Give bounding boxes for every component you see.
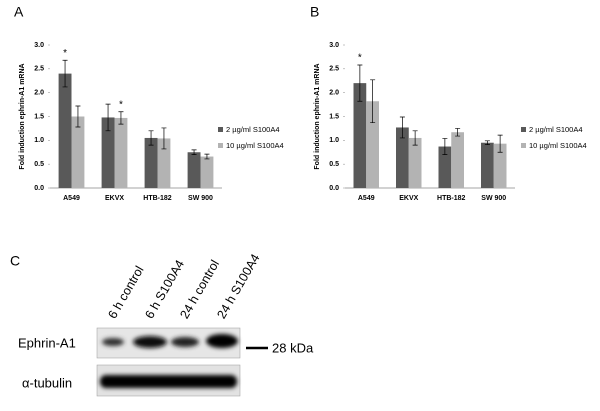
bar (451, 132, 464, 188)
bar (157, 138, 171, 188)
error-bar (62, 59, 68, 88)
y-axis-label: Fold induction ephrin-A1 mRNA (19, 63, 26, 169)
marker-label: 28 kDa (272, 340, 314, 355)
y-tick-label: 1.0 (34, 137, 44, 144)
panel-label: A (14, 4, 24, 20)
y-axis-label: Fold induction ephrin-A1 mRNA (314, 63, 321, 169)
legend-swatch (218, 143, 223, 148)
bar (353, 83, 367, 188)
panel-label: B (310, 4, 319, 20)
error-bar (442, 138, 448, 155)
error-bar (455, 128, 461, 137)
bar (101, 117, 115, 188)
bar (493, 143, 507, 188)
significance: * (119, 99, 123, 110)
x-tick-label: HTB-182 (437, 195, 466, 202)
error-bar (118, 111, 124, 125)
error-bar (484, 140, 490, 145)
bar (438, 146, 452, 188)
panel-label: C (10, 253, 20, 269)
significance: * (358, 53, 362, 64)
error-bar (357, 64, 363, 102)
y-tick-label: 0.0 (34, 185, 44, 192)
x-tick-label: SW 900 (481, 195, 506, 202)
y-tick-label: 3.0 (34, 42, 44, 49)
error-bar (191, 149, 197, 155)
y-tick-label: 2.0 (34, 90, 44, 97)
y-tick-label: 2.0 (329, 90, 339, 97)
bar (200, 156, 214, 188)
y-tick-label: 0.0 (329, 185, 339, 192)
error-bar (75, 105, 81, 128)
x-tick-label: EKVX (399, 195, 418, 202)
y-tick-label: 1.5 (329, 113, 339, 120)
legend-swatch (218, 127, 223, 132)
x-tick-label: A549 (358, 195, 375, 202)
row-label: α-tubulin (22, 375, 72, 390)
legend-swatch (521, 127, 526, 132)
x-tick-label: SW 900 (188, 195, 213, 202)
bar (187, 152, 201, 188)
bar (58, 73, 72, 188)
error-bar (497, 134, 503, 153)
error-bar (370, 79, 376, 124)
bands (100, 334, 238, 388)
x-tick-label: HTB-182 (143, 195, 172, 202)
y-tick-label: 2.5 (329, 66, 339, 73)
bar (71, 116, 85, 188)
significance: * (63, 48, 67, 59)
error-bar (148, 130, 154, 146)
lane-label: 6 h control (105, 264, 146, 322)
x-tick-label: A549 (63, 195, 80, 202)
lane-label: 24 h S100A4 (214, 252, 262, 322)
row-label: Ephrin-A1 (18, 335, 76, 350)
legend-label: 2 µg/ml S100A4 (226, 125, 280, 134)
y-tick-label: 0.5 (34, 161, 44, 168)
y-tick-label: 1.0 (329, 137, 339, 144)
legend-label: 10 µg/ml S100A4 (529, 141, 587, 150)
y-tick-label: 1.5 (34, 113, 44, 120)
x-tick-label: EKVX (105, 195, 124, 202)
y-tick-label: 3.0 (329, 42, 339, 49)
error-bar (105, 103, 111, 132)
bar (144, 137, 158, 188)
y-tick-label: 0.5 (329, 161, 339, 168)
error-bar (399, 116, 405, 139)
bar (114, 117, 128, 188)
bar (408, 137, 422, 188)
error-bar (412, 130, 418, 146)
legend-swatch (521, 143, 526, 148)
legend-label: 10 µg/ml S100A4 (226, 141, 284, 150)
y-tick-label: 2.5 (34, 66, 44, 73)
bar (396, 127, 409, 188)
legend-label: 2 µg/ml S100A4 (529, 125, 583, 134)
error-bar (204, 153, 210, 160)
error-bar (161, 127, 167, 150)
bar (481, 142, 494, 188)
bar (366, 101, 379, 188)
